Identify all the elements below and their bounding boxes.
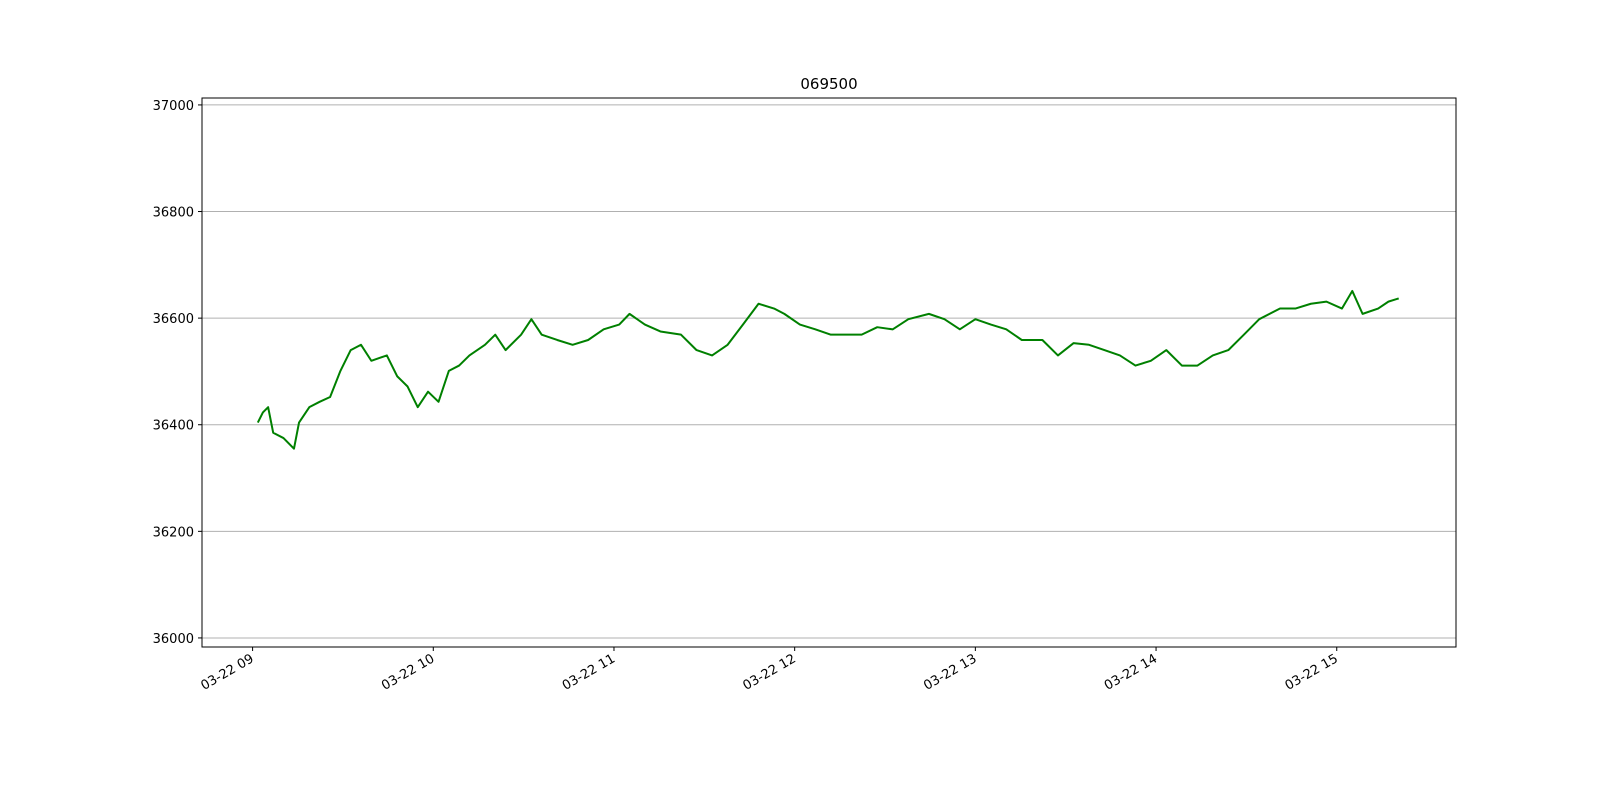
chart-title: 069500 <box>800 75 857 93</box>
x-tick-label: 03-22 15 <box>1283 651 1341 693</box>
y-tick-label: 36000 <box>153 632 194 647</box>
y-tick-label: 36600 <box>153 312 194 327</box>
line-series <box>256 289 1400 450</box>
x-tick-label: 03-22 10 <box>379 651 437 693</box>
plot-frame <box>201 97 1457 648</box>
x-tick-label: 03-22 11 <box>560 651 618 693</box>
y-tick-label: 36200 <box>153 525 194 540</box>
x-tick-label: 03-22 14 <box>1102 651 1160 693</box>
y-tick-label: 36400 <box>153 419 194 434</box>
x-tick-label: 03-22 09 <box>198 651 256 693</box>
y-tick-label: 36800 <box>153 206 194 221</box>
x-tick-label: 03-22 12 <box>741 651 799 693</box>
x-tick-label: 03-22 13 <box>921 651 979 693</box>
y-tick-label: 37000 <box>153 99 194 114</box>
